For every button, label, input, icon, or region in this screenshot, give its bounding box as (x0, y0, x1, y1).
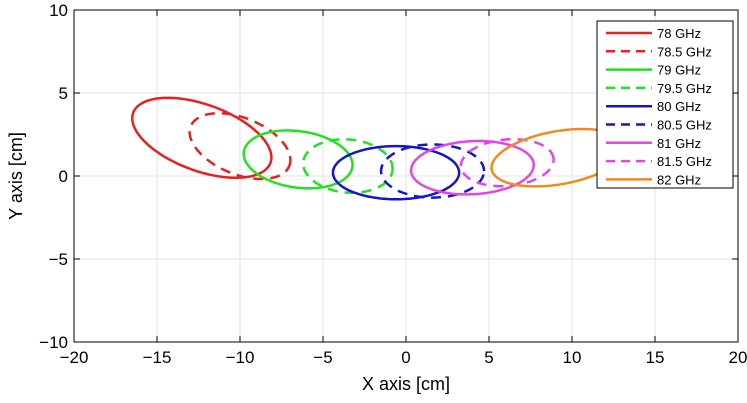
y-tick-label: 5 (59, 84, 68, 103)
x-tick-label: −10 (226, 348, 255, 367)
series-line (331, 144, 461, 201)
series-line (490, 127, 628, 188)
legend: 78 GHz 78.5 GHz 79 GHz 79.5 GHz 80 GHz 80.5 G… (596, 20, 734, 189)
y-tick-label: 10 (49, 1, 68, 20)
x-axis-title: X axis [cm] (362, 374, 450, 394)
x-tick-label: −20 (60, 348, 89, 367)
axis-tick-labels: −20 −15 −10 −5 0 5 10 15 20 −10 −5 0 5 10 (39, 1, 747, 367)
legend-entry: 82 GHz (657, 172, 701, 187)
legend-entry: 81.5 GHz (657, 154, 712, 169)
series-line (379, 143, 486, 199)
legend-entry: 80 GHz (657, 99, 701, 114)
x-tick-label: 20 (729, 348, 747, 367)
legend-entry: 81 GHz (657, 136, 701, 151)
series-line (188, 112, 292, 181)
legend-entry: 78.5 GHz (657, 44, 712, 59)
x-tick-label: 15 (646, 348, 665, 367)
series-line (242, 129, 354, 190)
x-tick-label: −15 (143, 348, 172, 367)
x-tick-label: 0 (401, 348, 410, 367)
series-line (409, 139, 535, 196)
legend-entry: 78 GHz (657, 26, 701, 41)
legend-entry: 79.5 GHz (657, 81, 712, 96)
y-tick-label: 0 (59, 167, 68, 186)
series-line (131, 96, 273, 180)
legend-entry: 80.5 GHz (657, 118, 712, 133)
y-tick-label: −5 (49, 250, 68, 269)
series-group (131, 96, 628, 201)
x-tick-label: −5 (313, 348, 332, 367)
series-line (301, 138, 394, 195)
y-axis-title: Y axis [cm] (6, 132, 26, 220)
series-line (459, 137, 555, 188)
y-tick-label: −10 (39, 333, 68, 352)
axis-ticks (73, 9, 739, 343)
x-tick-label: 10 (563, 348, 582, 367)
legend-entry: 79 GHz (657, 63, 701, 78)
x-tick-label: 5 (484, 348, 493, 367)
legend-box (596, 20, 734, 189)
